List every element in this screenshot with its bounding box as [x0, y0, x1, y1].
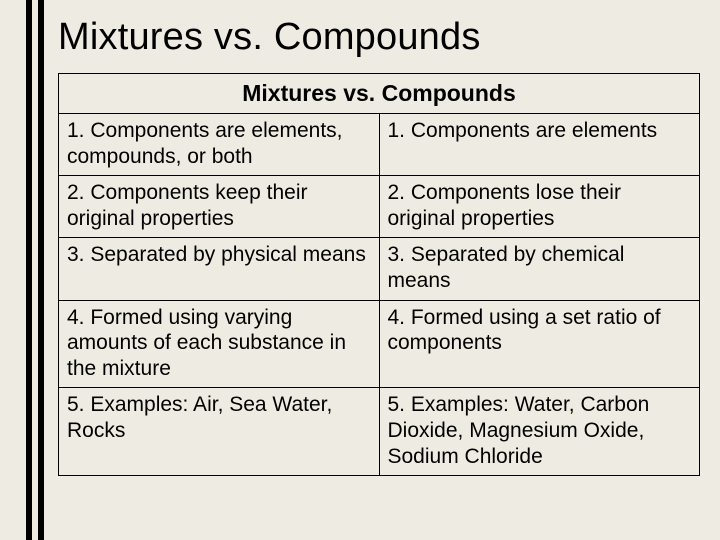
comparison-table: Mixtures vs. Compounds 1. Components are… [58, 73, 700, 476]
compounds-cell: 5. Examples: Water, Carbon Dioxide, Magn… [379, 388, 700, 476]
content-area: Mixtures vs. Compounds Mixtures vs. Comp… [58, 16, 700, 476]
compounds-cell: 3. Separated by chemical means [379, 238, 700, 300]
page-title: Mixtures vs. Compounds [58, 16, 700, 59]
compounds-cell: 1. Components are elements [379, 114, 700, 176]
vertical-bar-icon [38, 0, 44, 540]
table-row: 2. Components keep their original proper… [59, 176, 700, 238]
table-row: 5. Examples: Air, Sea Water, Rocks 5. Ex… [59, 388, 700, 476]
table-row: 3. Separated by physical means 3. Separa… [59, 238, 700, 300]
side-bars [26, 0, 44, 540]
mixtures-cell: 5. Examples: Air, Sea Water, Rocks [59, 388, 380, 476]
table-header-row: Mixtures vs. Compounds [59, 74, 700, 114]
table-row: 4. Formed using varying amounts of each … [59, 300, 700, 388]
mixtures-cell: 1. Components are elements, compounds, o… [59, 114, 380, 176]
table-header: Mixtures vs. Compounds [59, 74, 700, 114]
slide: Mixtures vs. Compounds Mixtures vs. Comp… [0, 0, 720, 540]
compounds-cell: 4. Formed using a set ratio of component… [379, 300, 700, 388]
mixtures-cell: 4. Formed using varying amounts of each … [59, 300, 380, 388]
mixtures-cell: 2. Components keep their original proper… [59, 176, 380, 238]
table-row: 1. Components are elements, compounds, o… [59, 114, 700, 176]
mixtures-cell: 3. Separated by physical means [59, 238, 380, 300]
compounds-cell: 2. Components lose their original proper… [379, 176, 700, 238]
vertical-bar-icon [26, 0, 32, 540]
